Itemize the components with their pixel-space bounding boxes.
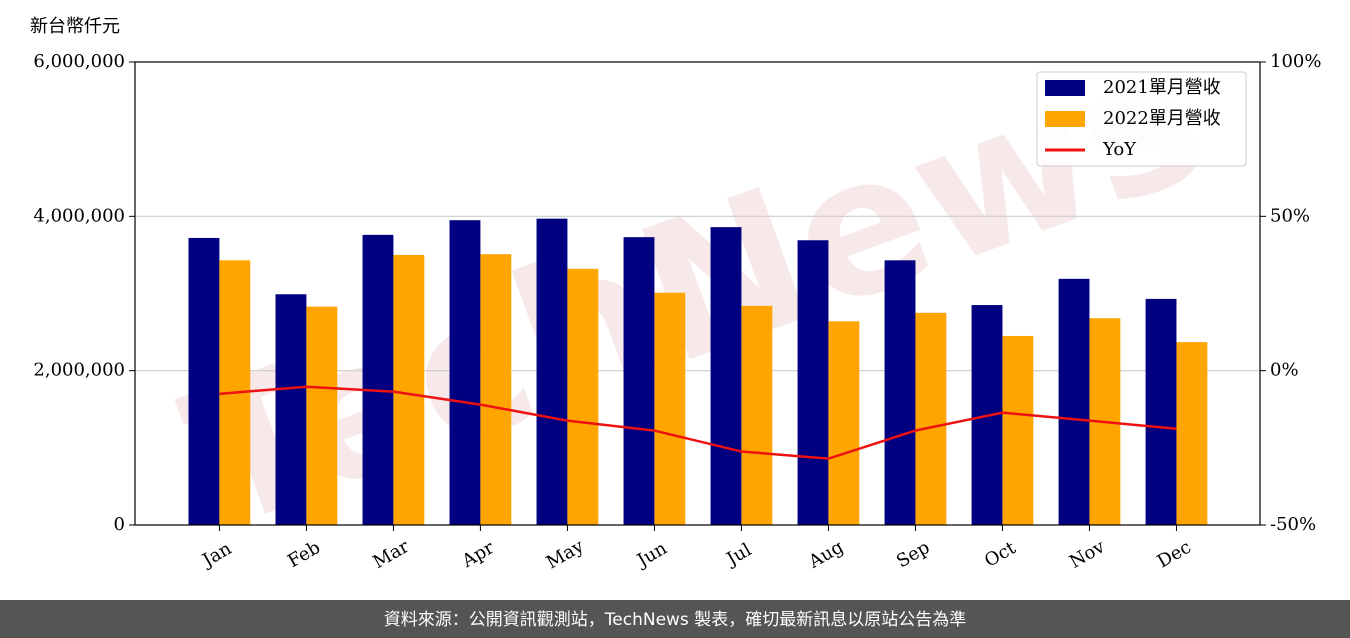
legend-swatch [1045, 80, 1085, 96]
bar [480, 254, 512, 525]
y-tick-label: 6,000,000 [33, 51, 125, 72]
bar [306, 306, 338, 525]
y-axis-label: 新台幣仟元 [30, 16, 120, 37]
bar [449, 220, 481, 526]
x-tick-label: Jul [722, 539, 756, 571]
plot-frame [134, 61, 1261, 526]
footer: 資料來源：公開資訊觀測站，TechNews 製表，確切最新訊息以原站公告為準 [384, 610, 966, 630]
bar [1058, 278, 1090, 525]
legend-label: YoY [1102, 139, 1137, 160]
y2-tick-label: 0% [1270, 360, 1299, 381]
bar [362, 234, 394, 525]
y-tick-label: 0 [114, 514, 125, 535]
y2-tick-label: 50% [1270, 205, 1310, 226]
bar [828, 321, 860, 525]
bar [275, 294, 307, 525]
y2-tick-label: 100% [1270, 51, 1321, 72]
legend-frame [1036, 71, 1247, 167]
x-tick-label: May [543, 535, 588, 573]
footer-bar [0, 600, 1350, 638]
x-tick-label: Mar [370, 536, 414, 573]
bar [741, 305, 773, 525]
bar [797, 240, 829, 525]
plot-area: 0 2,000,000 4,000,000 6,000,000 -50% 0% 50% 100… [33, 51, 1321, 573]
x-tick-label: Dec [1154, 537, 1195, 573]
x-tick-label: Sep [893, 537, 933, 572]
legend-swatch [1045, 111, 1085, 127]
bar [710, 227, 742, 526]
y-tick-label: 4,000,000 [33, 205, 125, 226]
bar [567, 268, 599, 525]
x-tick-label: Nov [1066, 536, 1109, 573]
legend-label: 2021單月營收 [1103, 77, 1221, 98]
bar [393, 254, 425, 525]
y-tick-label: 2,000,000 [33, 360, 125, 381]
bar [1002, 335, 1034, 525]
bar [188, 237, 220, 525]
x-tick-label: Aug [804, 536, 847, 573]
x-tick-label: Apr [458, 537, 498, 572]
bar [884, 260, 916, 525]
x-tick-label: Jun [632, 538, 671, 573]
y2-tick-label: -50% [1270, 514, 1316, 535]
bar [1145, 298, 1177, 525]
line [219, 385, 1177, 460]
bar [623, 237, 655, 525]
legend-label: 2022單月營收 [1103, 108, 1221, 129]
bar [1176, 342, 1208, 525]
x-tick-label: Oct [981, 537, 1020, 572]
bar [536, 218, 568, 526]
bar [654, 292, 686, 525]
bar [915, 312, 947, 525]
